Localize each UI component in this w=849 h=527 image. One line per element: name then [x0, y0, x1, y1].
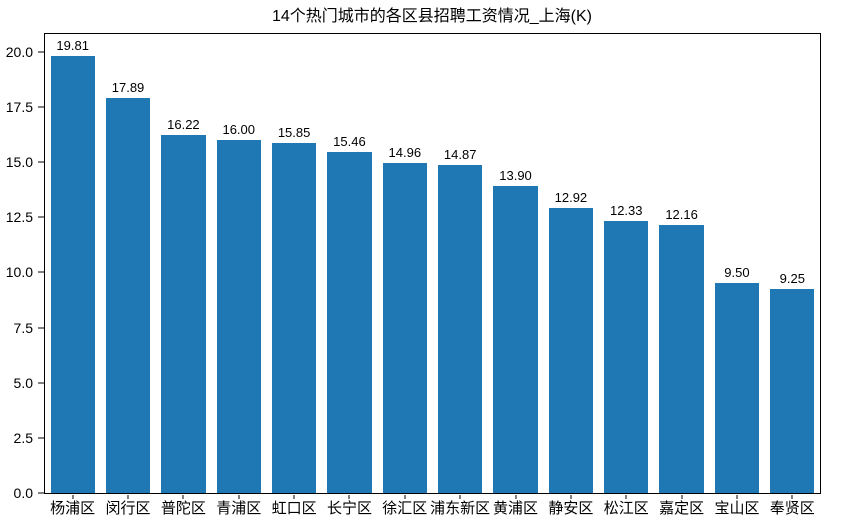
bar [548, 207, 594, 493]
y-tick-label: 17.5 [5, 98, 33, 115]
bar-value-label: 16.22 [167, 117, 200, 133]
chart-title: 14个热门城市的各区县招聘工资情况_上海(K) [271, 8, 593, 25]
x-axis-tick [681, 495, 683, 499]
bar [604, 220, 649, 493]
x-tick-label: 杨浦区 [50, 500, 96, 517]
x-tick-label: 嘉定区 [659, 500, 705, 517]
bar [382, 162, 427, 493]
y-tick-label: 20.0 [5, 43, 33, 60]
y-axis-tick [38, 271, 44, 273]
x-tick-label: 浦东新区 [430, 500, 491, 517]
y-tick-label: 7.5 [13, 319, 33, 336]
bar-value-label: 14.87 [443, 146, 477, 162]
x-tick-label: 宝山区 [714, 500, 760, 517]
x-tick-label: 闵行区 [105, 500, 151, 517]
bar [50, 55, 95, 493]
bar-value-label: 12.16 [665, 206, 698, 222]
bar [770, 288, 815, 493]
x-axis-tick [348, 495, 350, 499]
bar-value-label: 14.96 [388, 144, 422, 160]
bar [105, 98, 151, 493]
bar-value-label: 12.92 [554, 189, 588, 205]
bar [271, 143, 317, 493]
bar [216, 139, 261, 493]
y-tick-label: 5.0 [13, 374, 33, 391]
x-axis-tick [791, 495, 793, 499]
x-tick-label: 徐汇区 [382, 500, 428, 517]
y-tick-label: 2.5 [13, 429, 33, 446]
x-axis-tick [570, 495, 572, 499]
x-tick-label: 普陀区 [160, 500, 206, 517]
bar-value-label: 13.90 [499, 168, 532, 184]
bar-value-label: 17.89 [111, 80, 145, 96]
y-tick-label: 12.5 [5, 209, 33, 226]
x-axis-tick [625, 495, 627, 499]
plot-area: 19.81 杨浦区 17.89 闵行区 16.22 普陀区 16.00 青浦区 15.85 虹口区… [6, 33, 821, 517]
bar-value-label: 9.50 [724, 265, 750, 281]
x-axis-tick [459, 495, 461, 499]
x-tick-label: 松江区 [603, 500, 649, 517]
y-axis-tick [38, 161, 44, 163]
bar-value-label: 16.00 [222, 121, 256, 137]
y-tick-label: 15.0 [5, 154, 33, 170]
x-tick-label: 黄浦区 [493, 500, 539, 517]
bar [438, 164, 483, 493]
x-tick-label: 虹口区 [271, 500, 317, 517]
y-tick-label: 10.0 [5, 264, 33, 281]
x-axis-tick [515, 495, 517, 499]
y-axis-tick [38, 327, 44, 328]
bar-value-label: 15.46 [333, 133, 366, 149]
y-axis-tick [38, 437, 44, 439]
bar [327, 151, 372, 493]
x-axis-tick [127, 495, 129, 499]
x-axis-tick [404, 495, 406, 499]
x-axis-tick [293, 495, 295, 499]
x-tick-label: 长宁区 [326, 500, 372, 517]
bar-value-label: 15.85 [277, 125, 311, 141]
x-axis-tick [736, 495, 738, 499]
bar [714, 283, 760, 493]
x-axis-tick [238, 495, 240, 499]
y-axis-tick [38, 106, 44, 108]
x-axis-tick [182, 495, 184, 499]
bar-value-label: 9.25 [779, 270, 805, 286]
y-tick-label: 0.0 [13, 485, 33, 501]
x-tick-label: 青浦区 [216, 500, 262, 517]
bar [493, 186, 538, 493]
bar-value-label: 12.33 [609, 202, 643, 218]
bar [659, 224, 704, 493]
y-axis-tick [38, 492, 44, 494]
x-tick-label: 奉贤区 [769, 500, 815, 517]
y-axis-tick [38, 51, 44, 53]
x-axis-tick [72, 495, 74, 499]
bar [161, 135, 206, 493]
y-axis-tick [38, 382, 44, 384]
y-axis-tick [38, 216, 44, 218]
x-tick-label: 静安区 [548, 500, 594, 517]
bar-value-label: 19.81 [56, 37, 89, 53]
